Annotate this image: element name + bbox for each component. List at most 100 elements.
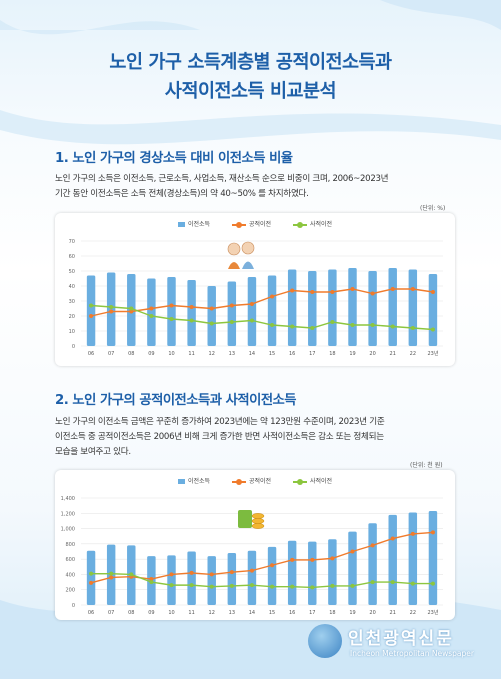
coin: [251, 513, 265, 519]
data-point: [249, 583, 254, 588]
data-point: [169, 317, 174, 321]
bar: [428, 510, 438, 605]
logo-emblem-icon: [308, 624, 342, 658]
data-point: [370, 291, 375, 296]
legend-label: 사적이전: [309, 478, 333, 485]
legend-line-swatch: [292, 221, 307, 228]
x-tick-label: 14: [249, 610, 255, 616]
bar: [167, 555, 176, 605]
data-point: [350, 583, 355, 588]
legend-label: 이전소득: [187, 478, 211, 485]
bar: [227, 553, 237, 605]
data-point: [410, 581, 415, 586]
y-tick-label: 30: [69, 299, 75, 305]
data-point: [229, 583, 234, 588]
section1-text: 노인 가구의 소득은 이전소득, 근로소득, 사업소득, 재산소득 순으로 비중…: [55, 172, 455, 202]
legend-line-swatch: [292, 478, 307, 485]
legend-line-swatch: [231, 221, 246, 228]
bar: [308, 541, 317, 605]
x-tick-label: 19: [349, 351, 355, 357]
x-tick-label: 14: [249, 351, 255, 357]
series-line: [90, 531, 433, 584]
bar: [267, 546, 277, 605]
data-point: [290, 324, 295, 329]
x-tick-label: 07: [108, 351, 114, 357]
y-tick-label: 800: [65, 542, 75, 548]
bar: [106, 272, 116, 346]
data-point: [430, 290, 435, 294]
bar: [267, 275, 277, 346]
y-tick-label: 60: [69, 254, 75, 260]
y-tick-label: 200: [65, 588, 75, 594]
page-title-line1: 노인 가구 소득계층별 공적이전소득과: [109, 52, 392, 73]
y-tick-label: 0: [72, 344, 75, 350]
x-tick-label: 12: [209, 351, 215, 357]
data-point: [390, 580, 395, 585]
data-point: [249, 568, 254, 573]
bar: [187, 551, 196, 605]
bar: [348, 268, 357, 346]
data-point: [350, 549, 355, 554]
data-point: [290, 584, 295, 589]
x-tick-label: 20: [369, 610, 375, 616]
legend-label: 공적이전: [248, 478, 272, 485]
x-tick-label: 11: [188, 610, 194, 616]
x-tick-label: 18: [329, 351, 335, 357]
bar: [308, 271, 317, 346]
data-point: [229, 320, 234, 324]
chart2-unit-label: (단위: 천 원): [410, 462, 443, 469]
x-tick-label: 23년: [427, 350, 438, 357]
data-point: [290, 557, 295, 562]
x-tick-label: 22: [410, 610, 416, 616]
data-point: [209, 306, 214, 311]
data-point: [249, 318, 254, 323]
bar: [388, 268, 397, 346]
x-tick-label: 15: [269, 610, 275, 616]
head: [241, 241, 255, 255]
data-point: [370, 323, 375, 327]
data-point: [109, 309, 114, 314]
data-point: [410, 531, 415, 536]
data-point: [129, 309, 134, 314]
data-point: [169, 303, 174, 308]
x-tick-label: 20: [369, 351, 375, 357]
legend-label: 공적이전: [248, 221, 272, 228]
bar: [408, 269, 418, 346]
section2-text-line3: 모습을 보여주고 있다.: [55, 447, 131, 457]
data-point: [89, 314, 94, 318]
data-point: [270, 323, 275, 327]
section2-text: 노인 가구의 이전소득 금액은 꾸준히 증가하여 2023년에는 약 123만원…: [55, 415, 455, 460]
x-tick-label: 08: [128, 610, 134, 616]
elderly-couple-illustration: [227, 241, 255, 269]
data-point: [109, 575, 114, 580]
y-tick-label: 1,200: [61, 511, 75, 517]
bar: [207, 286, 216, 346]
y-tick-label: 20: [69, 314, 75, 320]
bar: [167, 277, 176, 346]
data-point: [129, 306, 134, 311]
x-tick-label: 16: [289, 351, 295, 357]
y-tick-label: 10: [69, 329, 75, 335]
data-point: [410, 287, 415, 291]
bar: [368, 523, 377, 605]
bar: [328, 539, 337, 605]
chart1-svg: 0 10 20 30 40 50 60 70 06 07 08 09 10 11 12 13 14 15 16 17 1…: [69, 239, 443, 357]
legend-item-transfer: 이전소득: [177, 219, 210, 228]
data-point: [209, 572, 214, 577]
data-point: [290, 288, 295, 293]
data-point: [310, 557, 315, 562]
series-line: [90, 288, 434, 317]
section1-text-line2: 기간 동안 이전소득은 소득 전체(경상소득)의 약 40~50% 를 차지하였…: [55, 189, 309, 199]
logo-english: Incheon Metropolitan Newspaper: [350, 649, 474, 658]
legend-item-private: 사적이전: [292, 219, 332, 228]
data-point: [109, 571, 114, 576]
legend-bar-swatch: [177, 479, 185, 484]
legend-item-transfer: 이전소득: [177, 476, 211, 485]
data-point: [149, 314, 154, 318]
y-tick-label: 50: [69, 269, 75, 275]
y-tick-label: 600: [65, 557, 75, 563]
data-point: [370, 543, 375, 548]
data-point: [149, 577, 154, 582]
legend-item-public: 공적이전: [231, 219, 272, 228]
bar: [328, 269, 337, 346]
